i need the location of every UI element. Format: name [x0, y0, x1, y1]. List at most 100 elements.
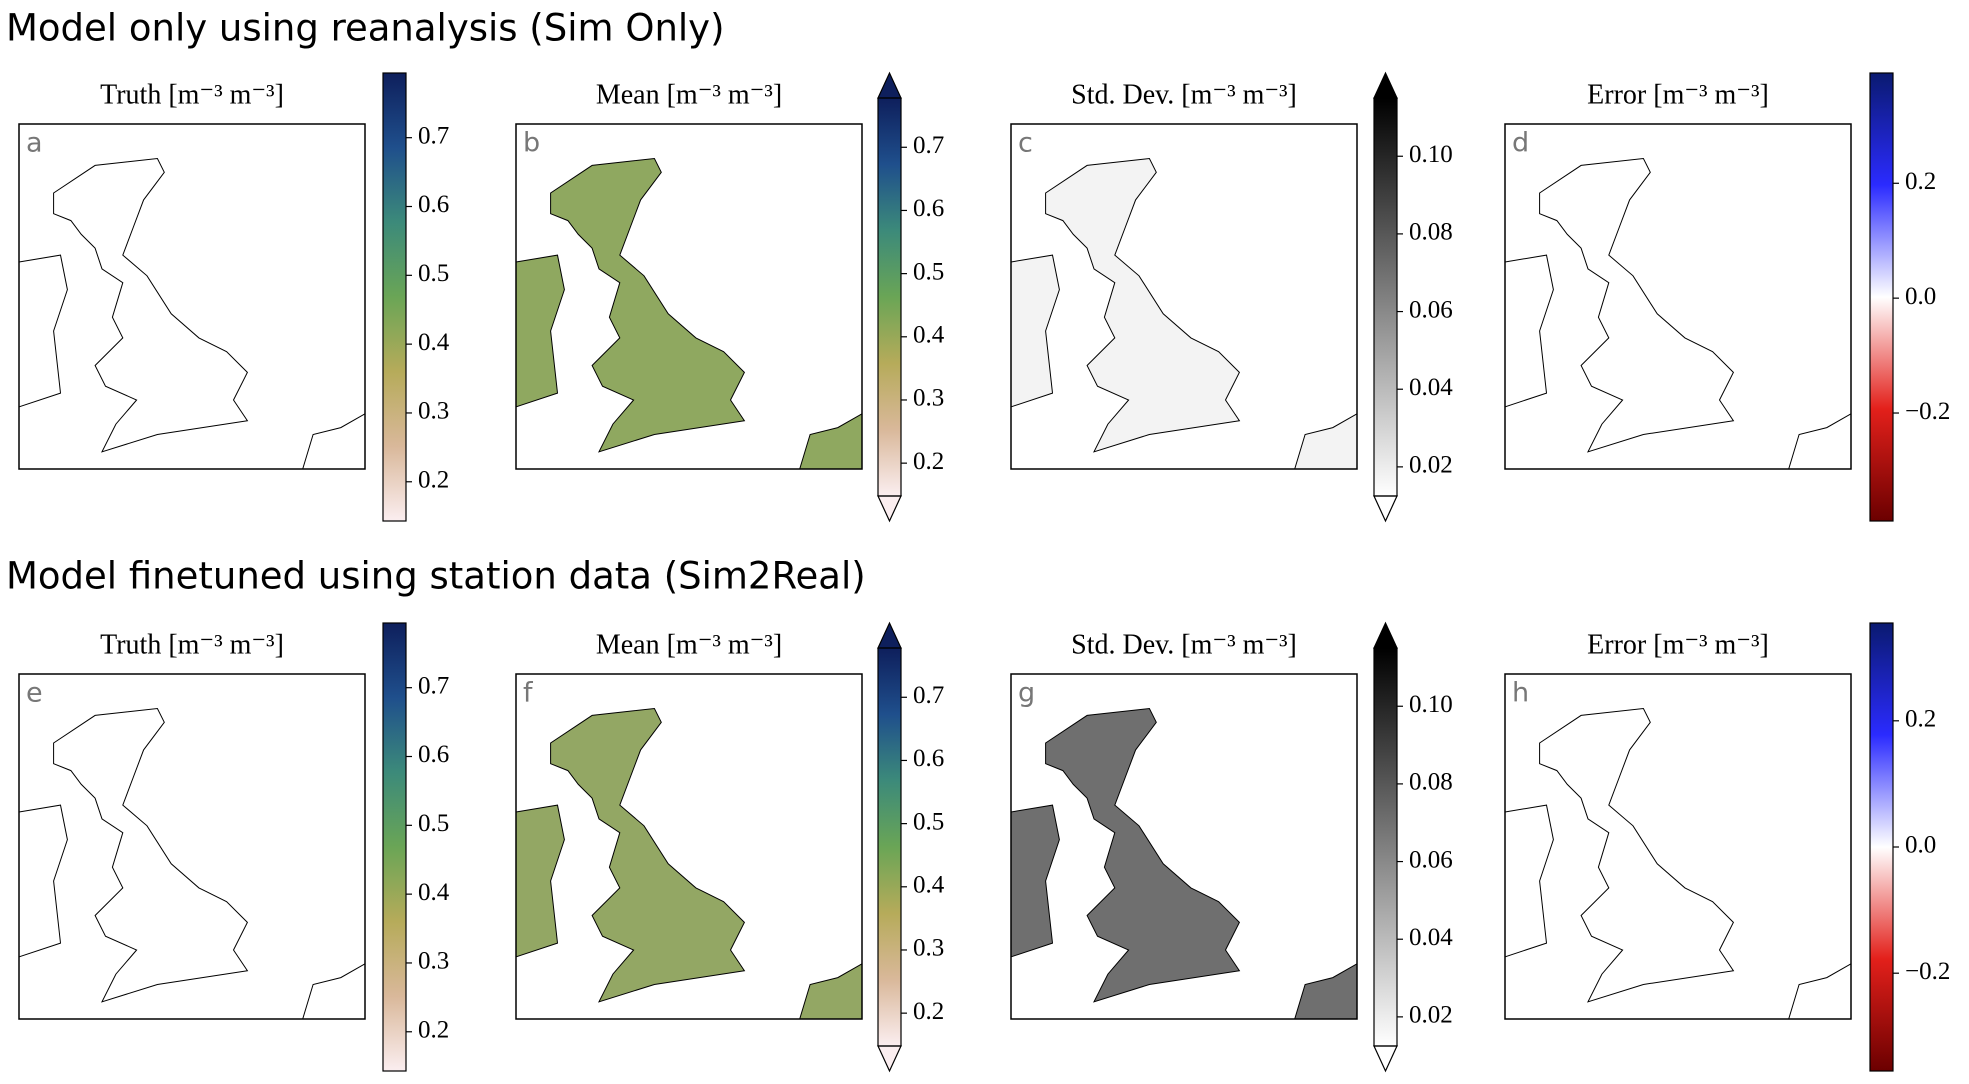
colorbar [878, 648, 901, 1046]
colorbar-tick-label: 0.6 [418, 741, 449, 768]
panel-title: Std. Dev. [m⁻³ m⁻³] [1071, 79, 1297, 110]
panel-label: g [1018, 678, 1035, 709]
colorbar-tick-label: 0.10 [1409, 141, 1453, 168]
colorbar-tick-label: 0.3 [913, 935, 944, 962]
land [799, 963, 862, 1019]
land [1011, 254, 1060, 408]
land [1505, 804, 1554, 958]
colorbar-tick-label: 0.2 [913, 998, 944, 1025]
colorbar-extend [877, 495, 902, 523]
colorbar-tick-label: 0.7 [913, 682, 944, 709]
colorbar-tick-label: 0.7 [913, 132, 944, 159]
land [1505, 254, 1554, 408]
colorbar-extend [877, 71, 902, 99]
colorbar-tick-label: 0.02 [1409, 452, 1453, 479]
colorbar-tick-label: 0.4 [913, 322, 945, 349]
map-frame [1504, 673, 1852, 1020]
land [1011, 804, 1060, 958]
land [516, 804, 565, 958]
colorbar-tick-label: 0.2 [1905, 706, 1936, 733]
land [53, 157, 249, 453]
map-frame [515, 123, 863, 470]
land [1539, 157, 1735, 453]
colorbar-extend [1373, 71, 1398, 99]
row-title: Model only using reanalysis (Sim Only) [6, 7, 725, 50]
colorbar-tick-label: 0.04 [1409, 924, 1453, 951]
colorbar-frame [1373, 647, 1398, 1047]
colorbar-tick-label: −0.2 [1905, 398, 1950, 425]
colorbar-tick-label: 0.4 [418, 329, 450, 356]
land [1045, 707, 1241, 1003]
land [302, 413, 365, 469]
colorbar-extend [1373, 621, 1398, 649]
colorbar-frame [1869, 72, 1894, 522]
colorbar-extend [1373, 1045, 1398, 1073]
colorbar-tick-label: −0.2 [1905, 958, 1950, 985]
map [1505, 157, 1851, 469]
colorbar-tick-label: 0.4 [913, 872, 945, 899]
colorbar [1870, 73, 1893, 521]
land [19, 254, 68, 408]
panel-title: Truth [m⁻³ m⁻³] [100, 629, 284, 660]
panel-label: a [26, 128, 43, 159]
colorbar-tick-label: 0.08 [1409, 769, 1453, 796]
colorbar-tick-label: 0.3 [418, 948, 449, 975]
land [516, 254, 565, 408]
panel-title: Truth [m⁻³ m⁻³] [100, 79, 284, 110]
colorbar-tick-label: 0.4 [418, 879, 450, 906]
map-frame [1010, 673, 1358, 1020]
colorbar-tick-label: 0.06 [1409, 296, 1453, 323]
panel-label: c [1018, 128, 1033, 159]
colorbar-tick-label: 0.3 [418, 398, 449, 425]
land [1788, 413, 1851, 469]
panel-label: f [523, 678, 534, 709]
land [53, 707, 249, 1003]
land [799, 413, 862, 469]
colorbar-tick-label: 0.5 [418, 810, 449, 837]
colorbar-frame [877, 647, 902, 1047]
land [302, 963, 365, 1019]
colorbar-extend [877, 1045, 902, 1073]
map [19, 157, 365, 469]
panel-title: Error [m⁻³ m⁻³] [1587, 629, 1769, 660]
panel-title: Mean [m⁻³ m⁻³] [596, 79, 782, 110]
colorbar [878, 98, 901, 496]
land [1294, 963, 1357, 1019]
row-title: Model finetuned using station data (Sim2… [6, 555, 866, 598]
panel-title: Error [m⁻³ m⁻³] [1587, 79, 1769, 110]
map [516, 707, 862, 1019]
map-frame [1010, 123, 1358, 470]
panel-label: e [26, 678, 43, 709]
colorbar-frame [1373, 97, 1398, 497]
colorbar-tick-label: 0.2 [1905, 168, 1936, 195]
colorbar-tick-label: 0.7 [418, 672, 449, 699]
colorbar-tick-label: 0.5 [913, 808, 944, 835]
map [1505, 707, 1851, 1019]
colorbar [1374, 98, 1397, 496]
colorbar-tick-label: 0.04 [1409, 374, 1453, 401]
land [550, 707, 746, 1003]
map [1011, 707, 1357, 1019]
map [1011, 157, 1357, 469]
colorbar-extend [1373, 495, 1398, 523]
panel-title: Mean [m⁻³ m⁻³] [596, 629, 782, 660]
colorbar-tick-label: 0.6 [913, 745, 944, 772]
map-frame [515, 673, 863, 1020]
land [1539, 707, 1735, 1003]
colorbar-frame [382, 622, 407, 1072]
colorbar-tick-label: 0.02 [1409, 1002, 1453, 1029]
land [1045, 157, 1241, 453]
panel-title: Std. Dev. [m⁻³ m⁻³] [1071, 629, 1297, 660]
land [1788, 963, 1851, 1019]
map [516, 157, 862, 469]
map [19, 707, 365, 1019]
colorbar-frame [382, 72, 407, 522]
colorbar-tick-label: 0.10 [1409, 691, 1453, 718]
colorbar-tick-label: 0.2 [418, 467, 449, 494]
colorbar-extend [877, 621, 902, 649]
colorbar [1870, 623, 1893, 1071]
panel-label: d [1512, 128, 1529, 159]
colorbar [383, 623, 406, 1071]
panel-label: h [1512, 678, 1529, 709]
